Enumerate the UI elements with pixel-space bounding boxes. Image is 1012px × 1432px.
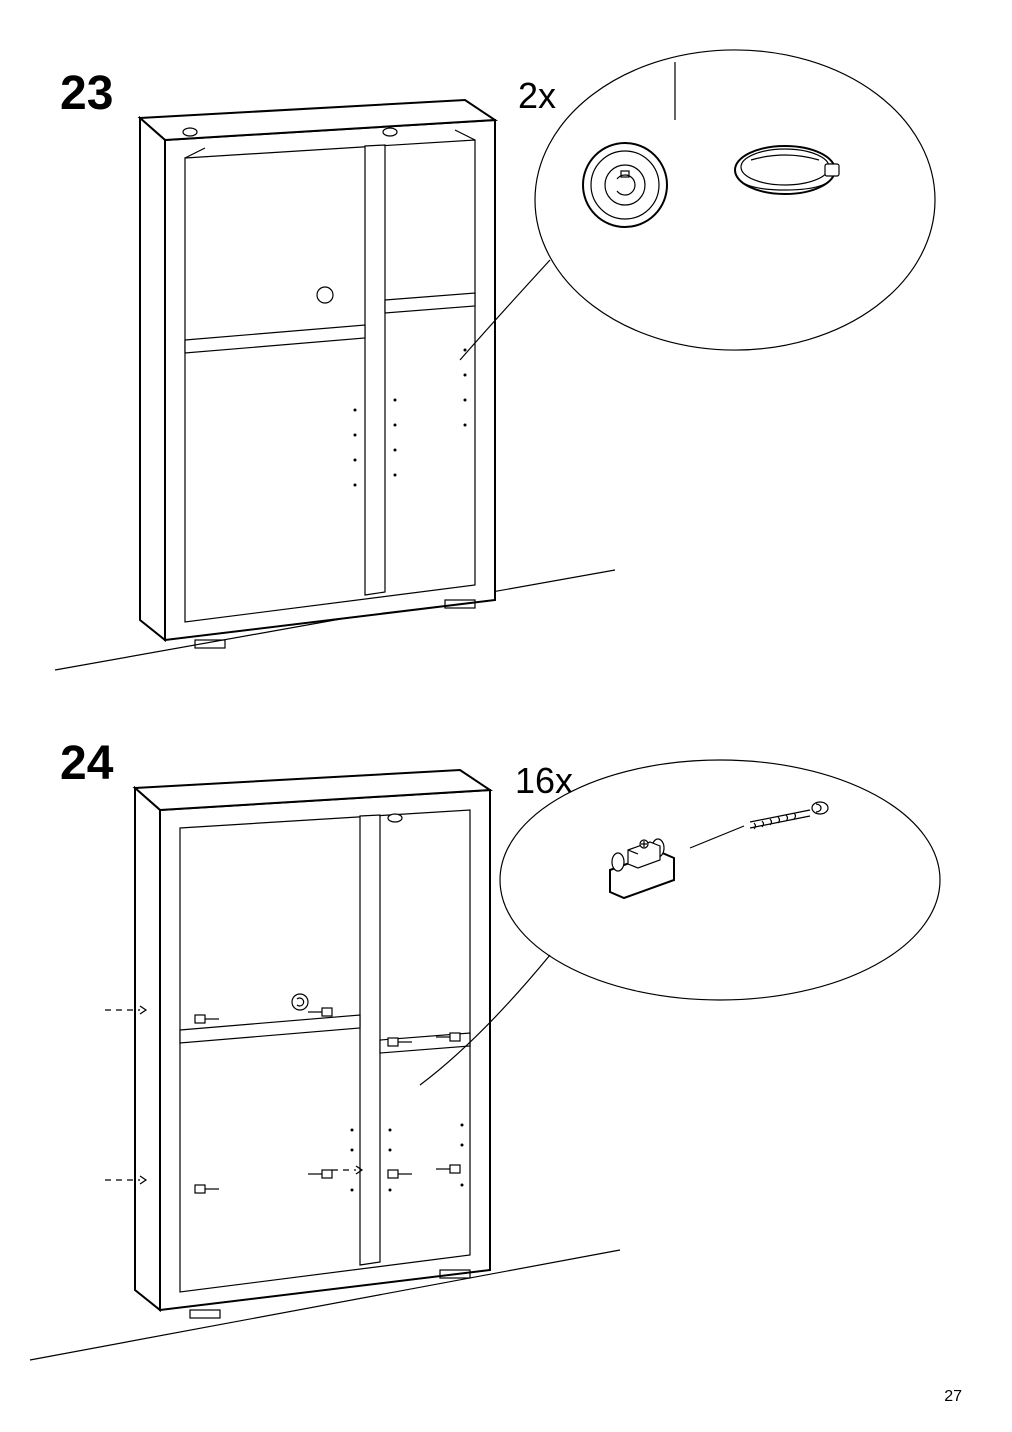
page-number: 27 [944, 1388, 962, 1406]
step-24-callout [480, 740, 960, 1100]
step-23-cabinet [95, 100, 565, 700]
step-23-callout [505, 30, 955, 350]
instruction-page: 23 2x 10005905 10099750 10106990 [0, 0, 1012, 1432]
